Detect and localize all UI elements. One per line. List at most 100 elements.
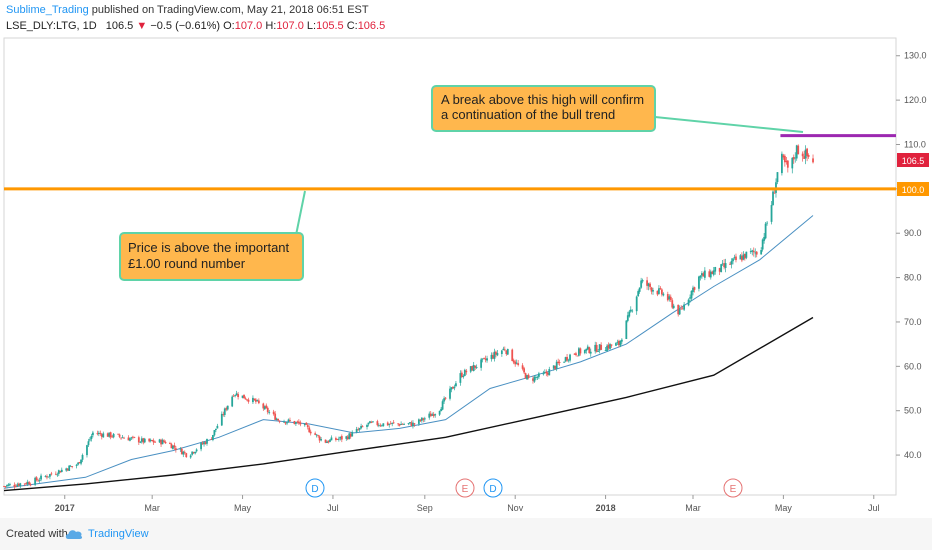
candle-348 [723,259,726,270]
event-marker-e2[interactable]: E [723,478,743,498]
candle-299 [620,338,623,345]
candle-273 [567,358,570,363]
candle-35 [75,463,78,469]
candle-247 [514,359,517,367]
candle-14 [29,482,32,487]
candle-360 [749,248,752,254]
x-tick-label-7: Mar [685,503,701,513]
candle-335 [698,275,700,292]
candle-319 [662,292,665,297]
candle-57 [120,437,122,440]
event-marker-d1-label: D [311,484,318,495]
change: −0.5 (−0.61%) [150,20,221,32]
candle-249 [517,360,520,367]
candle-298 [619,340,622,348]
candle-358 [743,253,746,261]
candle-365 [760,247,763,255]
event-marker-d1[interactable]: D [305,478,325,498]
x-tick-label-5: Nov [507,503,524,513]
candle-228 [474,365,477,370]
candle-91 [191,451,194,456]
candle-52 [109,431,112,440]
candle-21 [46,474,48,480]
author-link[interactable]: Sublime_Trading [6,4,89,16]
candle-323 [671,298,674,310]
candle-242 [503,346,506,352]
tradingview-brand[interactable]: TradingView [88,528,149,540]
event-marker-d2-label: D [489,484,496,495]
candle-78 [163,439,165,443]
candle-37 [78,461,81,464]
candle-217 [452,386,454,389]
candle-98 [204,441,207,445]
candle-175 [366,423,368,430]
candle-112 [234,394,237,398]
low-label: L: [306,20,317,32]
candle-126 [263,405,266,411]
candle-157 [327,440,330,444]
candle-185 [386,421,389,426]
candle-252 [524,372,527,379]
candle-234 [486,355,488,363]
candle-287 [597,348,600,353]
candle-24 [50,471,53,476]
event-marker-e1[interactable]: E [455,478,475,498]
candle-42 [89,436,91,442]
candle-87 [182,450,185,458]
candle-375 [781,151,783,176]
candle-51 [108,432,111,438]
candle-177 [369,420,371,424]
candle-211 [440,406,443,412]
candle-366 [761,238,764,252]
candle-165 [345,435,348,441]
candle-349 [724,258,727,273]
candle-117 [244,396,247,400]
candle-282 [586,344,589,351]
candle-125 [262,402,265,411]
candle-270 [563,361,565,363]
candle-77 [161,438,164,445]
candle-69 [143,437,146,444]
candle-105 [220,411,223,427]
candle-102 [213,430,216,437]
price-chart[interactable]: 130.0 120.0 110.0 100.0 90.0 80.0 70.0 60.0 50.0… [0,0,932,518]
candle-374 [776,172,779,185]
candle-324 [672,303,675,310]
candle-361 [751,249,754,256]
candle-261 [543,369,546,374]
candle-127 [265,403,268,409]
candle-275 [573,353,576,355]
candle-97 [203,440,205,447]
candle-277 [576,355,579,357]
candle-58 [121,434,124,439]
candle-131 [274,410,277,421]
candle-219 [455,381,457,387]
candle-269 [558,359,561,366]
candle-237 [493,348,496,362]
candle-309 [641,278,644,284]
candle-33 [69,464,72,467]
candle-148 [308,425,311,433]
candle-214 [444,397,447,401]
callout-upper[interactable]: A break above this high will confirm a c… [431,85,804,133]
candle-63 [132,435,134,440]
candle-176 [367,422,370,427]
candle-208 [432,412,435,418]
candle-6 [14,483,17,488]
badge-current-text: 106.5 [902,156,925,166]
candle-169 [351,430,354,437]
candle-20 [44,475,47,478]
candle-172 [358,427,361,432]
callout-lower[interactable]: Price is above the important £1.00 round… [119,190,306,281]
candle-326 [678,305,681,315]
candle-59 [123,436,125,439]
y-axis[interactable]: 130.0 120.0 110.0 100.0 90.0 80.0 70.0 60.0 50.0… [896,51,927,460]
candle-235 [490,352,493,362]
candle-47 [99,430,102,436]
candle-82 [172,445,174,450]
candle-382 [794,152,797,163]
candle-66 [139,441,142,444]
x-axis[interactable]: 2017 Mar May Jul Sep Nov 2018 Mar May Jul [55,495,880,513]
candle-304 [631,309,634,313]
event-marker-d2[interactable]: D [483,478,503,498]
